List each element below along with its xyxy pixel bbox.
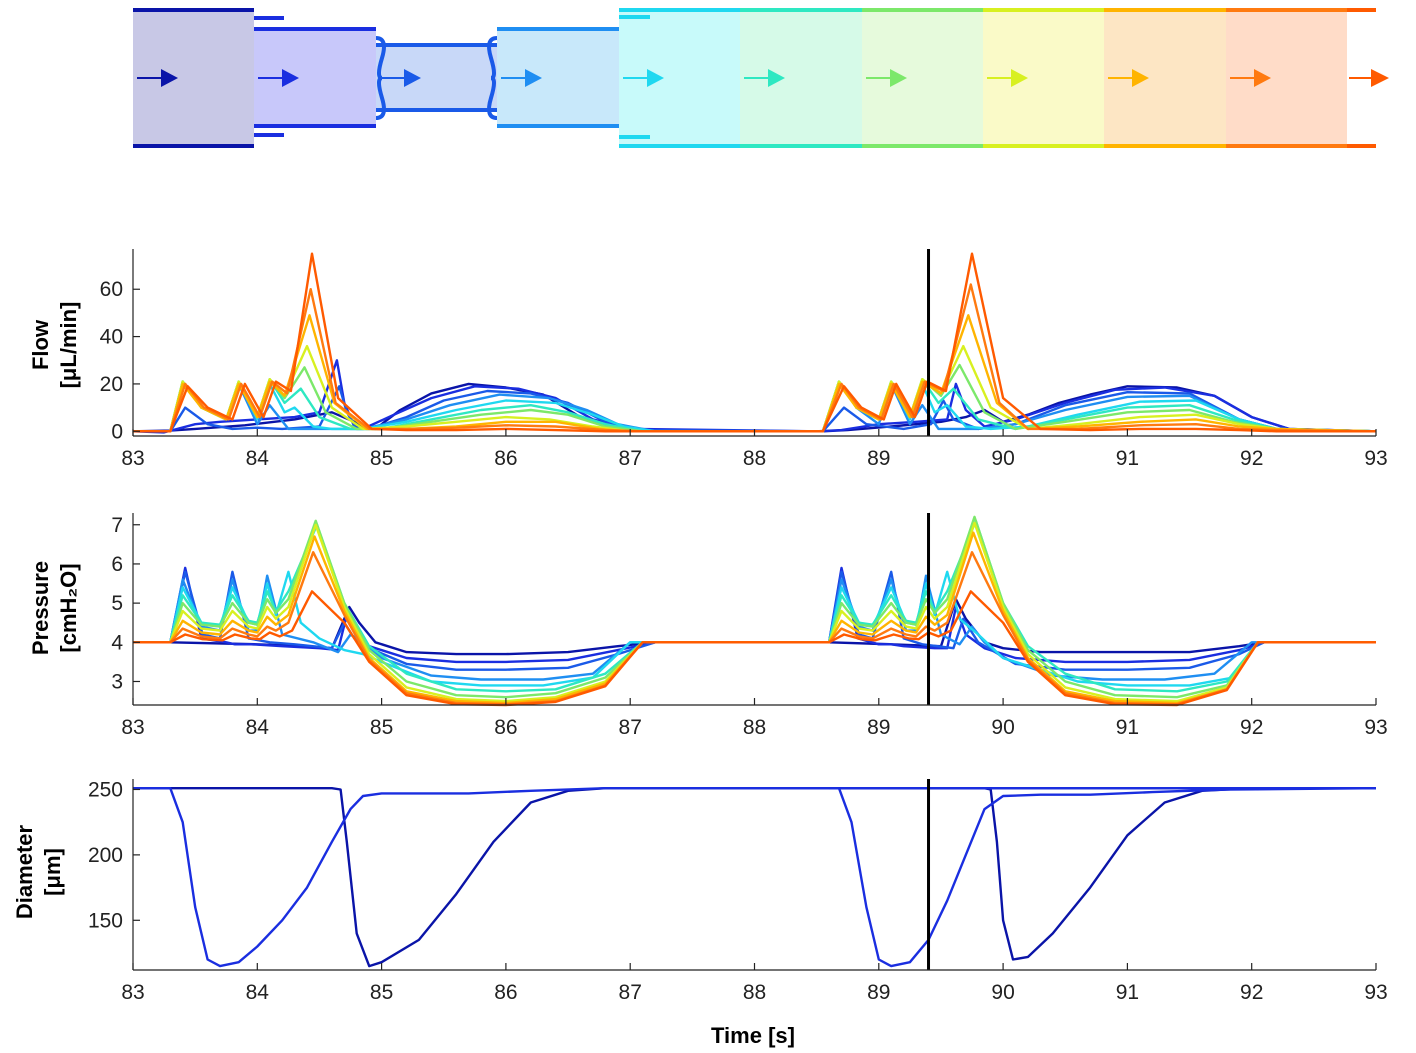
y-tick-label: 5: [111, 592, 123, 615]
time-xlabel: Time [s]: [711, 1023, 795, 1048]
diameter-ylabel-line2: [μm]: [40, 848, 65, 896]
y-tick-label: 6: [111, 553, 123, 576]
y-tick-label: 20: [100, 373, 123, 396]
y-tick-label: 200: [88, 844, 123, 867]
x-tick-label: 86: [494, 716, 517, 739]
x-tick-label: 89: [867, 716, 890, 739]
x-tick-label: 84: [246, 981, 270, 1004]
flow-arrow-head: [647, 69, 664, 87]
y-tick-label: 4: [111, 631, 123, 654]
x-tick-label: 88: [743, 447, 766, 470]
x-tick-label: 83: [121, 447, 144, 470]
x-tick-label: 93: [1364, 981, 1387, 1004]
diameter-series-line: [133, 787, 1376, 968]
x-tick-label: 85: [370, 447, 393, 470]
x-tick-label: 91: [1116, 981, 1139, 1004]
pressure-ylabel-line2: [cmH₂O]: [56, 563, 81, 652]
pressure-series-line: [133, 590, 1376, 707]
x-tick-label: 87: [619, 716, 642, 739]
flow-arrow-head: [161, 69, 178, 87]
x-tick-label: 83: [121, 981, 144, 1004]
flow-panel: 83 84 85 86 87 88 89 90 91 92 93 0 20 40 60 Flow [μL/m…: [28, 249, 1388, 470]
x-tick-label: 87: [619, 981, 642, 1004]
flow-arrow-head: [282, 69, 299, 87]
diameter-series-line: [133, 787, 1376, 968]
flow-arrow-head: [768, 69, 785, 87]
x-tick-label: 87: [619, 447, 642, 470]
x-tick-label: 86: [494, 447, 517, 470]
valve-bracket-left: [375, 36, 386, 120]
x-tick-label: 84: [246, 447, 270, 470]
flow-series-line: [133, 252, 1376, 433]
x-tick-label: 91: [1116, 447, 1139, 470]
x-tick-label: 83: [121, 716, 144, 739]
x-tick-label: 86: [494, 981, 517, 1004]
x-tick-label: 88: [743, 981, 766, 1004]
flow-arrow-head: [1254, 69, 1271, 87]
x-tick-label: 85: [370, 981, 393, 1004]
diameter-series-line: [829, 787, 1376, 961]
y-tick-label: 150: [88, 909, 123, 932]
flow-arrow-head: [890, 69, 907, 87]
pressure-series-line: [133, 574, 1376, 681]
flow-arrow-head: [404, 69, 421, 87]
y-tick-label: 250: [88, 778, 123, 801]
flow-ylabel-line1: Flow: [28, 319, 53, 370]
x-tick-label: 92: [1240, 716, 1263, 739]
x-tick-label: 85: [370, 716, 393, 739]
y-tick-label: 0: [111, 420, 123, 443]
diameter-series-line: [829, 787, 1377, 968]
x-tick-label: 89: [867, 447, 890, 470]
pressure-series-line: [133, 551, 1376, 706]
x-tick-label: 90: [991, 716, 1014, 739]
diameter-ylabel-line1: Diameter: [12, 824, 37, 919]
pressure-panel: 83 84 85 86 87 88 89 90 91 92 93 3 4 5 6 7 Pressure [cm…: [28, 513, 1388, 739]
x-tick-label: 92: [1240, 981, 1263, 1004]
x-tick-label: 93: [1364, 716, 1387, 739]
x-tick-label: 84: [246, 716, 270, 739]
y-tick-label: 60: [100, 278, 123, 301]
valve-bracket-right: [487, 36, 498, 120]
pressure-series-line: [133, 515, 1376, 699]
x-tick-label: 88: [743, 716, 766, 739]
x-tick-label: 91: [1116, 716, 1139, 739]
y-tick-label: 3: [111, 670, 123, 693]
diameter-panel: 83 84 85 86 87 88 89 90 91 92 93 150 200 250 Diameter…: [12, 778, 1388, 1048]
x-tick-label: 93: [1364, 447, 1387, 470]
flow-arrow-head: [1132, 69, 1149, 87]
x-tick-label: 89: [867, 981, 890, 1004]
flow-arrow-head: [525, 69, 542, 87]
outlet-arrow-head: [1371, 69, 1389, 87]
x-tick-label: 92: [1240, 447, 1263, 470]
flow-ylabel-line2: [μL/min]: [56, 302, 81, 389]
vessel-schematic: [133, 8, 1389, 148]
pressure-series-line: [133, 570, 1376, 671]
pressure-ylabel-line1: Pressure: [28, 561, 53, 655]
y-tick-label: 40: [100, 326, 123, 349]
x-tick-label: 90: [991, 981, 1014, 1004]
y-tick-label: 7: [111, 514, 123, 537]
flow-arrow-head: [1011, 69, 1028, 87]
x-tick-label: 90: [991, 447, 1014, 470]
